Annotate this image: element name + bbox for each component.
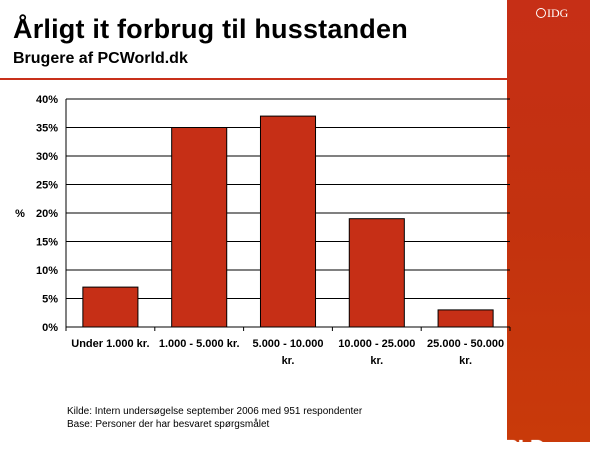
x-tick-label: Under 1.000 kr. — [71, 338, 149, 350]
title-divider — [0, 78, 507, 80]
y-tick-label: 5% — [42, 294, 58, 306]
x-tick-label: 1.000 - 5.000 kr. — [159, 338, 240, 350]
x-tick-label: kr. — [459, 355, 472, 367]
y-tick-label: 15% — [36, 237, 58, 249]
bar — [259, 115, 317, 328]
page-subtitle: Brugere af PCWorld.dk — [13, 50, 188, 67]
x-tick-label: kr. — [282, 355, 295, 367]
bar — [171, 127, 228, 328]
source-note: Kilde: Intern undersøgelse september 200… — [67, 406, 363, 417]
y-tick-label: 35% — [36, 123, 58, 135]
y-tick-label: 10% — [36, 265, 58, 277]
bar — [348, 218, 405, 328]
x-tick-label: kr. — [370, 355, 383, 367]
x-tick-label: 5.000 - 10.000 — [253, 338, 324, 350]
bar — [437, 309, 494, 328]
page-title: Årligt it forbrug til husstanden — [13, 14, 408, 44]
bar — [82, 286, 139, 328]
idg-logo: IDG — [547, 6, 569, 20]
x-tick-label: 10.000 - 25.000 — [338, 338, 415, 350]
y-tick-label: 25% — [36, 180, 58, 192]
bar-chart: 0% 5% 10% 15% 20% 25% 30% 35% 40%% Under 1.000 kr… — [15, 94, 511, 367]
y-tick-label: 40% — [36, 94, 58, 106]
y-tick-label: 30% — [36, 151, 58, 163]
idg-globe-icon — [536, 8, 546, 18]
y-tick-label: 0% — [42, 322, 58, 334]
x-tick-label: 25.000 - 50.000 — [427, 338, 504, 350]
y-tick-label: 20% — [36, 208, 58, 220]
base-note: Base: Personer der har besvaret spørgsmå… — [67, 419, 270, 430]
y-axis-label: % — [15, 208, 25, 220]
brand-sidebar — [507, 0, 590, 442]
